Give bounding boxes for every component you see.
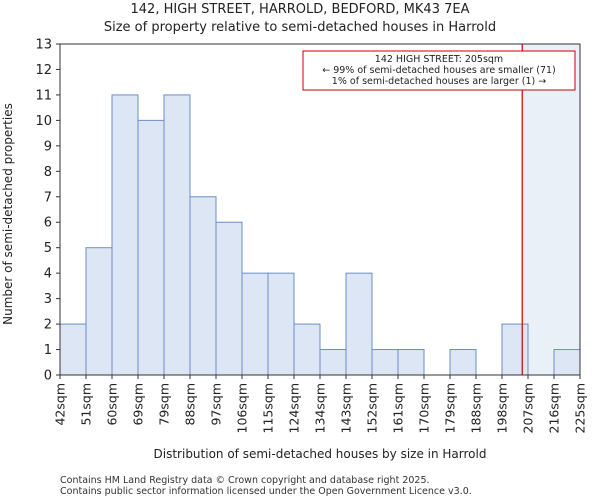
footer-line-1: Contains HM Land Registry data © Crown c… (60, 475, 430, 486)
x-tick-label: 188sqm (469, 383, 484, 433)
chart-subtitle: Size of property relative to semi-detach… (104, 20, 496, 35)
x-tick-label: 79sqm (157, 383, 172, 426)
histogram-bar (241, 272, 269, 376)
histogram-bar (215, 221, 243, 376)
x-tick-label: 170sqm (417, 383, 432, 433)
histogram-bar (371, 349, 399, 376)
x-tick-label: 216sqm (547, 383, 562, 433)
y-tick-label: 7 (44, 190, 52, 205)
x-tick-label: 60sqm (105, 383, 120, 426)
y-tick-label: 2 (44, 318, 52, 333)
histogram-bar (267, 272, 295, 376)
y-tick-label: 13 (35, 38, 52, 53)
x-tick-label: 143sqm (339, 383, 354, 433)
x-tick-label: 207sqm (521, 383, 536, 433)
x-tick-label: 225sqm (573, 383, 588, 433)
x-tick-label: 106sqm (235, 383, 250, 433)
x-tick-label: 134sqm (313, 383, 328, 433)
x-tick-label: 115sqm (261, 383, 276, 433)
histogram-bar (163, 94, 191, 376)
y-tick-label: 11 (35, 88, 52, 103)
x-tick-label: 161sqm (391, 383, 406, 433)
y-tick-label: 6 (44, 216, 52, 231)
histogram-bar (293, 323, 321, 376)
histogram-bar (397, 349, 425, 376)
footer-line-2: Contains public sector information licen… (60, 486, 472, 497)
histogram-bar (319, 349, 347, 376)
x-tick-label: 198sqm (495, 383, 510, 433)
chart-title: 142, HIGH STREET, HARROLD, BEDFORD, MK43… (131, 2, 470, 17)
x-axis-label: Distribution of semi-detached houses by … (154, 447, 487, 461)
histogram-bar (345, 272, 373, 376)
histogram-bar (449, 349, 477, 376)
y-tick-label: 4 (44, 267, 52, 282)
x-tick-label: 97sqm (209, 383, 224, 426)
y-tick-label: 0 (44, 369, 52, 384)
y-tick-label: 12 (35, 63, 52, 78)
histogram-bar (59, 323, 87, 376)
x-tick-label: 152sqm (365, 383, 380, 433)
y-axis-label: Number of semi-detached properties (1, 103, 15, 325)
annotation-frame (302, 50, 576, 91)
histogram-bar (111, 94, 139, 376)
histogram-bar (553, 349, 581, 376)
histogram-bar (189, 196, 217, 376)
x-tick-label: 179sqm (443, 383, 458, 433)
x-tick-label: 69sqm (131, 383, 146, 426)
y-tick-label: 1 (44, 343, 52, 358)
y-tick-label: 9 (44, 139, 52, 154)
x-tick-label: 88sqm (183, 383, 198, 426)
highlight-region (522, 44, 580, 375)
x-tick-label: 124sqm (287, 383, 302, 433)
y-tick-label: 8 (44, 165, 52, 180)
x-tick-label: 42sqm (53, 383, 68, 426)
histogram-bar (137, 119, 165, 376)
annotation-line-3: 1% of semi-detached houses are larger (1… (332, 76, 546, 87)
histogram-bar (501, 323, 529, 376)
histogram-bar (85, 247, 113, 376)
annotation-box: 142 HIGH STREET: 205sqm ← 99% of semi-de… (302, 50, 576, 91)
y-tick-label: 3 (44, 292, 52, 307)
x-tick-label: 51sqm (79, 383, 94, 426)
annotation-line-2: ← 99% of semi-detached houses are smalle… (322, 65, 556, 76)
y-tick-label: 5 (44, 241, 52, 256)
y-tick-label: 10 (35, 114, 52, 129)
annotation-line-1: 142 HIGH STREET: 205sqm (375, 54, 503, 65)
